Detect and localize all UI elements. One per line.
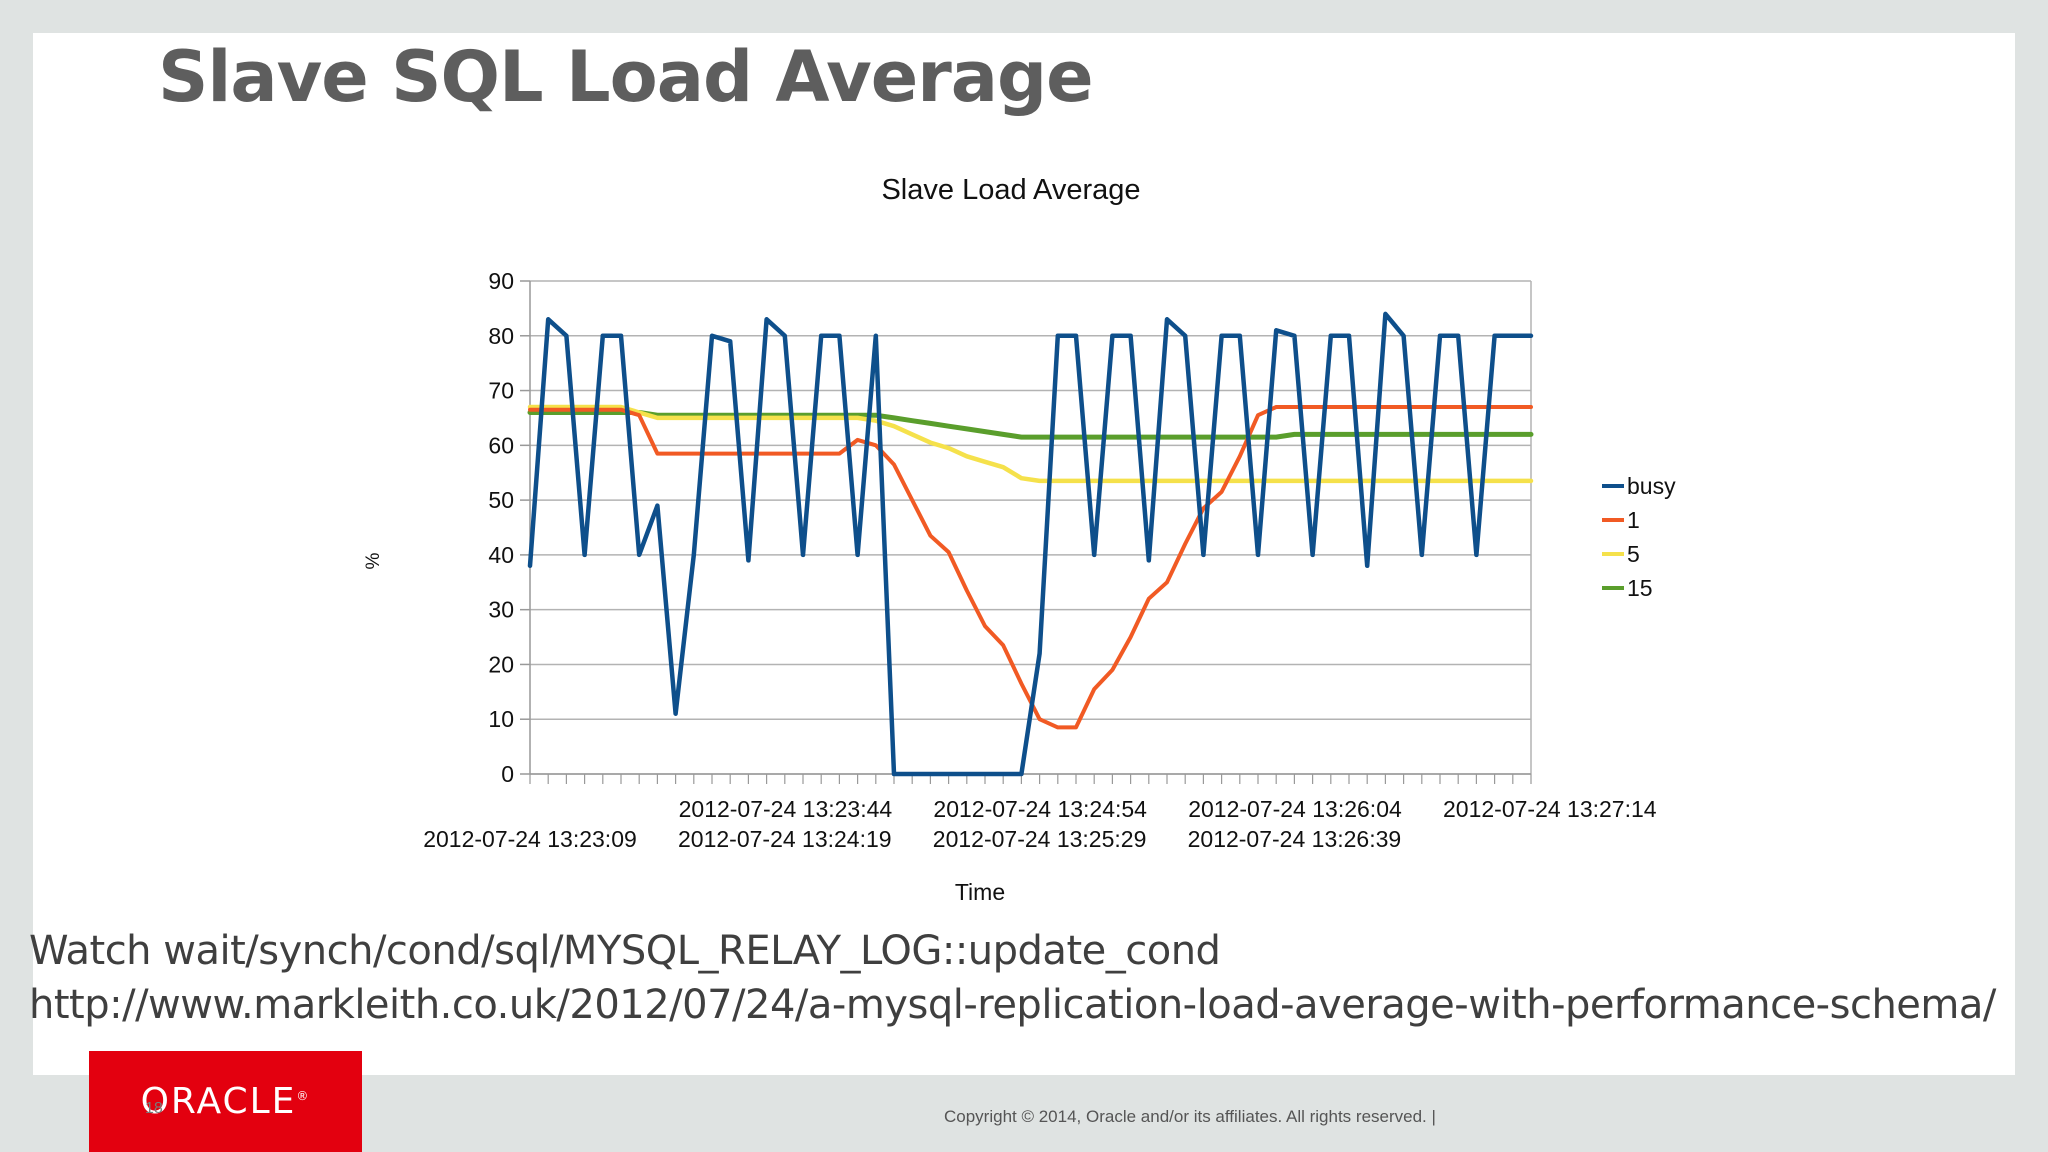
relay-log-note: Watch wait/synch/cond/sql/MYSQL_RELAY_LO…	[29, 928, 1221, 974]
y-tick-label: 70	[488, 378, 514, 404]
blog-link[interactable]: http://www.markleith.co.uk/2012/07/24/a-…	[29, 982, 1996, 1028]
x-tick-label: 2012-07-24 13:26:39	[1188, 826, 1402, 852]
legend-label-busy: busy	[1627, 473, 1676, 499]
series-line-busy	[527, 311, 1534, 777]
x-tick-label: 2012-07-24 13:27:14	[1443, 796, 1657, 822]
legend-label-1: 1	[1627, 507, 1640, 533]
x-tick-label: 2012-07-24 13:24:54	[933, 796, 1147, 822]
x-axis-label: Time	[955, 879, 1005, 905]
load-average-chart: Slave Load Average 0 10 20 30 40 50 60 70 80 90 20…	[363, 174, 1676, 905]
y-tick-label: 30	[488, 597, 514, 623]
page-number: 18	[145, 1100, 163, 1117]
x-tick-label: 2012-07-24 13:24:19	[678, 826, 892, 852]
chart-title: Slave Load Average	[881, 174, 1140, 206]
series-line-15	[527, 410, 1534, 440]
series-line-5	[527, 404, 1534, 484]
copyright-notice: Copyright © 2014, Oracle and/or its affi…	[944, 1107, 1436, 1126]
y-tick-label: 10	[488, 706, 514, 732]
y-tick-label: 20	[488, 651, 514, 677]
y-axis-label: %	[363, 552, 384, 569]
y-tick-label: 40	[488, 542, 514, 568]
y-tick-label: 80	[488, 323, 514, 349]
x-tick-label: 2012-07-24 13:23:09	[423, 826, 637, 852]
slide-canvas	[33, 33, 2015, 1075]
y-tick-label: 0	[501, 761, 514, 787]
oracle-logo-text: ORACLE®	[140, 1081, 311, 1122]
slide-title: Slave SQL Load Average	[158, 36, 1094, 118]
y-tick-label: 50	[488, 487, 514, 513]
oracle-logo: ORACLE®	[89, 1051, 362, 1152]
chart-axes: 0 10 20 30 40 50 60 70 80 90 2012-07-24 13:23:09 20…	[423, 268, 1657, 852]
chart-series	[527, 311, 1534, 777]
x-tick-label: 2012-07-24 13:23:44	[679, 796, 893, 822]
legend-label-5: 5	[1627, 541, 1640, 567]
x-tick-label: 2012-07-24 13:26:04	[1188, 796, 1402, 822]
y-tick-label: 60	[488, 432, 514, 458]
legend-label-15: 15	[1627, 575, 1653, 601]
y-tick-label: 90	[488, 268, 514, 294]
x-tick-label: 2012-07-24 13:25:29	[933, 826, 1147, 852]
